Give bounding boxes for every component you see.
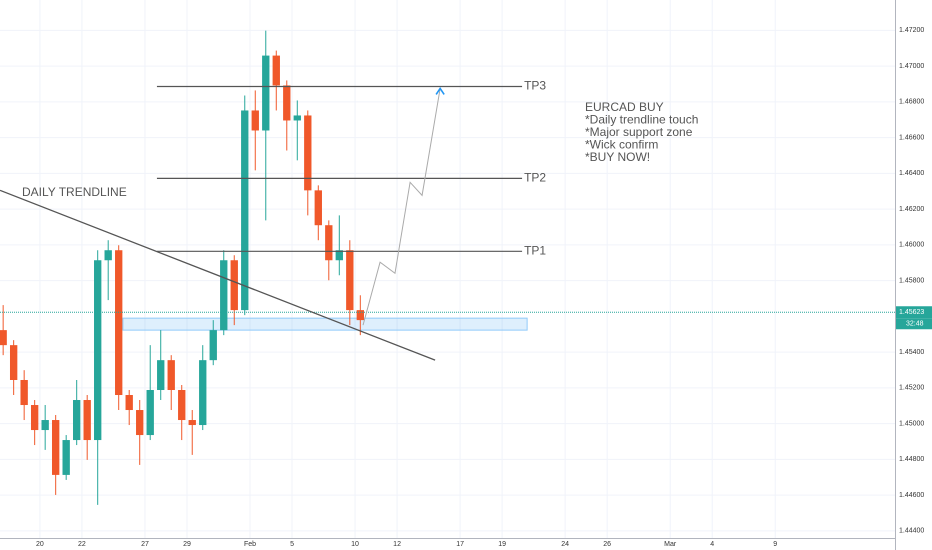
note-line: *BUY NOW! <box>585 150 650 164</box>
candle-body <box>314 190 322 226</box>
candle-body <box>9 345 18 380</box>
x-tick-label: 5 <box>290 541 294 548</box>
candle-body <box>20 379 28 406</box>
candle-body <box>241 110 249 311</box>
y-tick-label: 1.44600 <box>899 492 924 499</box>
candle-body <box>30 405 39 431</box>
note-line: EURCAD BUY <box>585 100 664 114</box>
tp-label: TP2 <box>524 171 546 185</box>
candle-body <box>209 330 217 361</box>
candle-body <box>94 260 102 441</box>
candle-body <box>51 420 60 475</box>
x-tick-label: 9 <box>773 541 777 548</box>
x-tick-label: 24 <box>561 541 569 548</box>
y-tick-label: 1.45200 <box>899 385 924 392</box>
candle-body <box>157 360 165 391</box>
support-zone <box>122 317 528 331</box>
countdown-label: 32:48 <box>906 321 924 328</box>
candle-body <box>136 410 144 436</box>
note-line: *Major support zone <box>585 125 693 139</box>
y-tick-label: 1.47200 <box>899 27 924 34</box>
y-tick-label: 1.46600 <box>899 134 924 141</box>
trendline <box>0 189 436 361</box>
x-tick-label: 20 <box>36 541 44 548</box>
tp-label: TP1 <box>524 243 546 257</box>
x-tick-label: 26 <box>603 541 611 548</box>
y-tick-label: 1.46400 <box>899 170 924 177</box>
candle-body <box>283 85 291 121</box>
x-tick-label: 29 <box>183 541 191 548</box>
trendline-label: DAILY TRENDLINE <box>22 185 127 199</box>
x-tick-label: 22 <box>78 541 86 548</box>
note-line: *Daily trendline touch <box>585 113 698 127</box>
candle-body <box>167 360 175 391</box>
last-price-label: 1.45623 <box>899 309 924 316</box>
candle-body <box>0 330 7 346</box>
y-tick-label: 1.46000 <box>899 242 924 249</box>
candle-body <box>304 115 312 191</box>
y-tick-label: 1.46200 <box>899 206 924 213</box>
candle-body <box>146 390 154 436</box>
y-tick-label: 1.47000 <box>899 63 924 70</box>
candle-body <box>346 250 354 311</box>
countdown-box <box>896 318 932 330</box>
x-tick-label: 19 <box>498 541 506 548</box>
candle-body <box>104 250 112 261</box>
projection-path <box>362 88 441 326</box>
x-tick-label: 12 <box>393 541 401 548</box>
y-tick-label: 1.44800 <box>899 456 924 463</box>
candle-body <box>325 225 333 261</box>
candle-body <box>41 420 49 431</box>
candle-body <box>335 250 343 261</box>
candle-body <box>73 400 81 441</box>
candle-body <box>199 360 207 426</box>
projection-arrow <box>435 87 445 95</box>
tp-label: TP3 <box>524 79 546 93</box>
candle-body <box>62 440 70 475</box>
candle-body <box>293 115 301 121</box>
candle-body <box>188 420 196 426</box>
candle-body <box>125 395 133 411</box>
y-tick-label: 1.45000 <box>899 420 924 427</box>
y-tick-label: 1.44400 <box>899 528 924 535</box>
candle-body <box>230 260 238 311</box>
candle-body <box>178 390 186 421</box>
x-tick-label: 17 <box>456 541 464 548</box>
candle-body <box>356 310 364 321</box>
candle-body <box>115 250 123 396</box>
candle-body <box>272 55 280 86</box>
candle-body <box>83 400 91 441</box>
y-tick-label: 1.45800 <box>899 277 924 284</box>
x-tick-label: 27 <box>141 541 149 548</box>
x-tick-label: 10 <box>351 541 359 548</box>
x-tick-label: Mar <box>664 541 677 548</box>
candle-body <box>251 110 259 131</box>
y-tick-label: 1.45400 <box>899 349 924 356</box>
x-tick-label: Feb <box>244 541 256 548</box>
x-tick-label: 4 <box>710 541 714 548</box>
candle-body <box>262 55 270 131</box>
y-tick-label: 1.46800 <box>899 99 924 106</box>
last-price-box <box>896 306 932 319</box>
candle-body <box>220 260 228 331</box>
note-line: *Wick confirm <box>585 138 658 152</box>
